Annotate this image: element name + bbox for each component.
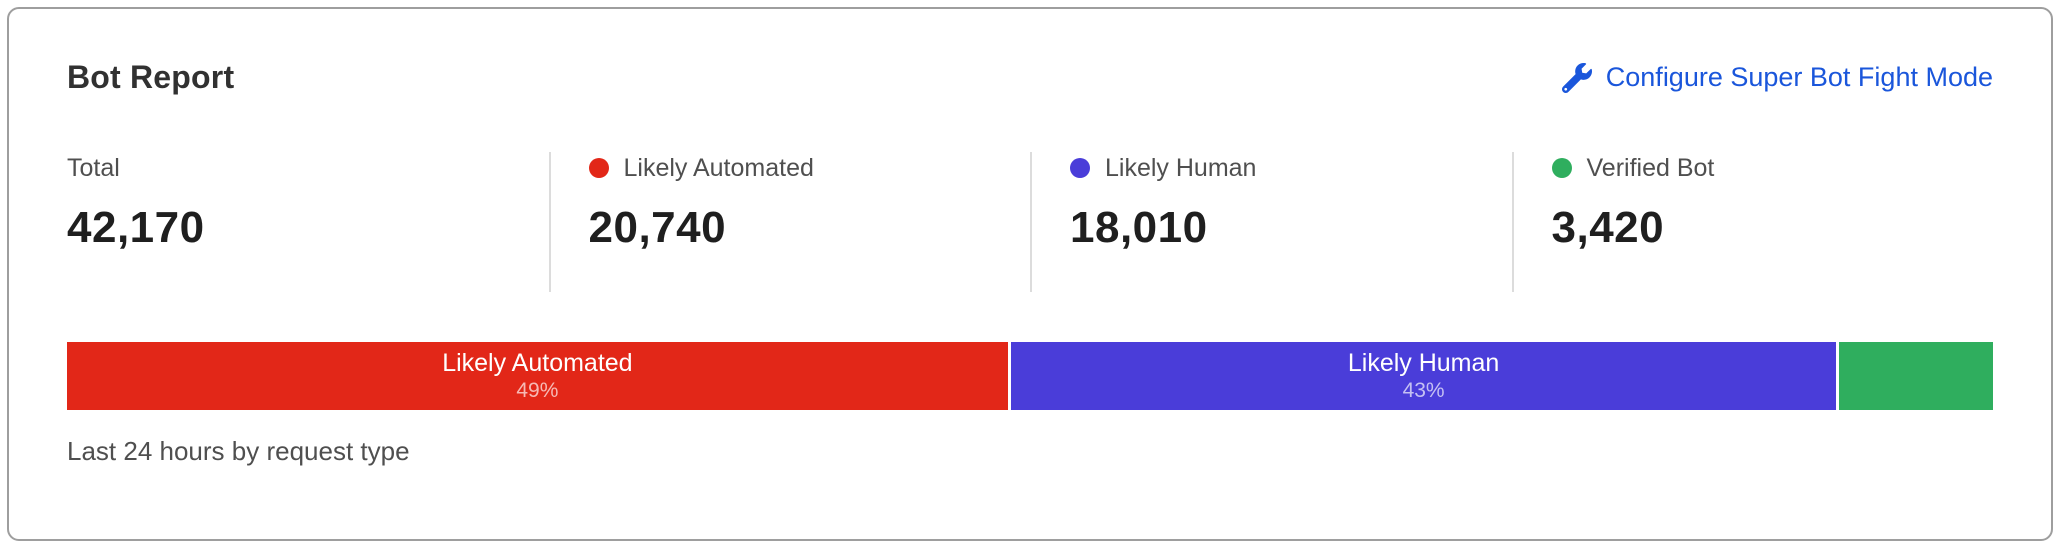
configure-super-bot-fight-mode-link[interactable]: Configure Super Bot Fight Mode [1561,62,1993,93]
chart-caption: Last 24 hours by request type [67,436,410,466]
bar-segment-label: Likely Human [1347,349,1500,377]
stat-likely-human-label: Likely Human [1105,154,1257,182]
stat-likely-human: Likely Human 18,010 [1030,152,1512,292]
stat-verified-bot-value: 3,420 [1551,203,1665,252]
bar-segment-likely-automated: Likely Automated 49% [67,342,1008,410]
stat-total-value: 42,170 [67,203,205,252]
bar-segment-percent: 43% [1402,379,1445,402]
stat-likely-automated-value: 20,740 [588,203,727,252]
bar-segment-verified-bot [1839,342,1993,410]
card-title: Bot Report [67,59,235,95]
bar-segment-likely-human: Likely Human 43% [1010,342,1837,410]
stat-total-label: Total [67,154,120,182]
bar-segment-percent: 49% [516,379,559,402]
stat-total: Total 42,170 [67,152,549,292]
stat-likely-automated: Likely Automated 20,740 [548,152,1031,292]
likely-human-dot-icon [1070,158,1090,178]
stat-verified-bot-label: Verified Bot [1586,154,1715,182]
stat-verified-bot: Verified Bot 3,420 [1511,152,1994,292]
request-type-stacked-bar: Likely Automated 49% Likely Human 43% [67,342,1993,410]
bot-report-card: Bot Report Configure Super Bot Fight Mod… [7,7,2053,541]
stats-row: Total 42,170 Likely Automated 20,740 Lik… [67,152,1993,292]
configure-link-label: Configure Super Bot Fight Mode [1605,62,1993,92]
stat-likely-automated-label: Likely Automated [623,154,814,182]
bar-segment-label: Likely Automated [442,349,633,377]
wrench-icon [1561,62,1592,93]
stat-likely-human-value: 18,010 [1070,203,1208,252]
verified-bot-dot-icon [1551,158,1572,178]
likely-automated-dot-icon [588,158,609,178]
card-header: Bot Report Configure Super Bot Fight Mod… [67,59,1993,96]
